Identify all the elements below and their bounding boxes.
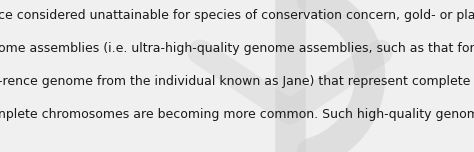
Text: ce considered unattainable for species of conservation concern, gold- or platin: ce considered unattainable for species o… [0,9,474,22]
Text: ome assemblies (i.e. ultra-high-quality genome assemblies, such as that for th: ome assemblies (i.e. ultra-high-quality … [0,42,474,55]
Text: nplete chromosomes are becoming more common. Such high-quality genome: nplete chromosomes are becoming more com… [0,108,474,121]
Text: -rence genome from the individual known as Jane) that represent complete or: -rence genome from the individual known … [0,75,474,88]
